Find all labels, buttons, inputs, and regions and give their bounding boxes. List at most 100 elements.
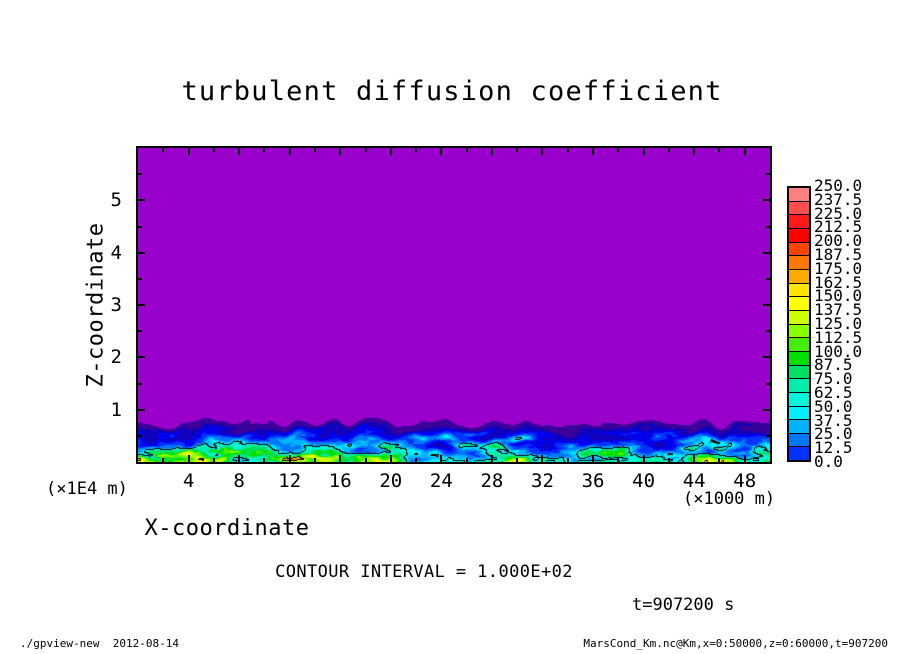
contour-field-canvas: [138, 148, 770, 462]
x-tick-2: [162, 458, 165, 462]
x-tick-38: [617, 458, 620, 462]
y-tick-label-4: 4: [110, 241, 122, 264]
colorbar-label-87.5: 87.5: [814, 355, 853, 375]
colorbar-label-125.0: 125.0: [814, 314, 863, 333]
colorbar-label-112.5: 112.5: [814, 327, 863, 347]
colorbar-label-50.0: 50.0: [814, 396, 853, 416]
y-tick-right-2: [763, 356, 770, 359]
x-tick-30: [516, 458, 519, 462]
x-tick-8: [238, 455, 241, 462]
x-tick-4: [187, 455, 190, 462]
y-axis-title: Z-coordinate: [83, 222, 109, 388]
y-tick-right-4: [763, 251, 770, 254]
y-tick-right-5.5: [766, 173, 770, 176]
x-tick-top-46: [718, 148, 721, 152]
x-tick-top-22: [415, 148, 418, 152]
y-tick-1.5: [138, 382, 142, 385]
x-tick-label-20: 20: [379, 470, 403, 492]
x-tick-top-2: [162, 148, 165, 152]
colorbar[interactable]: [787, 186, 811, 462]
colorbar-band-15: [789, 392, 809, 407]
colorbar-label-37.5: 37.5: [814, 410, 853, 430]
x-tick-top-14: [313, 148, 316, 152]
x-tick-top-24: [440, 148, 443, 155]
y-tick-0.5: [138, 434, 142, 437]
colorbar-band-0: [789, 188, 809, 202]
colorbar-band-14: [789, 379, 809, 393]
x-tick-24: [440, 455, 443, 462]
colorbar-band-10: [789, 324, 809, 339]
colorbar-label-212.5: 212.5: [814, 217, 863, 237]
x-tick-label-12: 12: [278, 470, 302, 492]
x-tick-18: [364, 458, 367, 462]
colorbar-label-12.5: 12.5: [814, 438, 853, 458]
colorbar-label-75.0: 75.0: [814, 369, 853, 389]
x-tick-top-18: [364, 148, 367, 152]
colorbar-tick-labels: 250.0 237.5 225.0 212.5 200.0 187.5 175.0 162.5…: [814, 178, 884, 470]
colorbar-band-11: [789, 338, 809, 352]
contour-interval-label: CONTOUR INTERVAL = 1.000E+02: [275, 562, 573, 582]
colorbar-band-12: [789, 351, 809, 366]
x-tick-top-48: [743, 148, 746, 155]
y-tick-right-0.5: [766, 434, 770, 437]
x-tick-top-44: [693, 148, 696, 155]
colorbar-label-162.5: 162.5: [814, 272, 863, 292]
x-tick-top-34: [566, 148, 569, 152]
x-tick-6: [212, 458, 215, 462]
x-tick-top-8: [238, 148, 241, 155]
x-tick-top-32: [541, 148, 544, 155]
x-tick-36: [592, 455, 595, 462]
colorbar-label-137.5: 137.5: [814, 300, 863, 320]
x-axis-unit-label: (×1000 m): [683, 489, 776, 509]
x-tick-top-28: [490, 148, 493, 155]
time-stamp-label: t=907200 s: [632, 595, 735, 615]
x-tick-26: [465, 458, 468, 462]
x-tick-label-16: 16: [328, 470, 352, 492]
x-tick-top-12: [288, 148, 291, 155]
colorbar-label-200.0: 200.0: [814, 231, 863, 251]
colorbar-band-3: [789, 228, 809, 243]
contour-plot-area[interactable]: [136, 146, 772, 464]
y-tick-right-1: [763, 408, 770, 411]
x-tick-label-24: 24: [429, 470, 453, 492]
colorbar-label-237.5: 237.5: [814, 189, 863, 209]
colorbar-label-25.0: 25.0: [814, 424, 853, 444]
colorbar-label-100.0: 100.0: [814, 341, 863, 361]
x-tick-28: [490, 455, 493, 462]
x-tick-22: [415, 458, 418, 462]
colorbar-band-2: [789, 215, 809, 229]
y-tick-2.5: [138, 330, 142, 333]
x-tick-48: [743, 455, 746, 462]
x-tick-label-8: 8: [233, 470, 245, 492]
x-tick-label-40: 40: [632, 470, 656, 492]
x-tick-top-26: [465, 148, 468, 152]
y-axis-unit-label: (×1E4 m): [46, 479, 128, 499]
x-tick-44: [693, 455, 696, 462]
y-tick-label-3: 3: [110, 294, 122, 316]
colorbar-label-225.0: 225.0: [814, 203, 863, 223]
x-tick-40: [642, 455, 645, 462]
colorbar-band-13: [789, 365, 809, 380]
colorbar-band-19: [789, 447, 809, 461]
x-tick-top-10: [263, 148, 266, 152]
y-tick-right-2.5: [766, 330, 770, 333]
colorbar-label-175.0: 175.0: [814, 258, 863, 278]
x-tick-label-44: 44: [682, 470, 706, 492]
colorbar-band-17: [789, 420, 809, 434]
y-tick-right-1.5: [766, 382, 770, 385]
y-tick-right-4.5: [766, 225, 770, 228]
colorbar-label-62.5: 62.5: [814, 383, 853, 402]
colorbar-label-150.0: 150.0: [814, 286, 863, 306]
x-tick-top-4: [187, 148, 190, 155]
page-title: turbulent diffusion coefficient: [181, 76, 723, 107]
colorbar-band-5: [789, 256, 809, 270]
x-tick-12: [288, 455, 291, 462]
colorbar-band-7: [789, 283, 809, 298]
y-tick-right-3: [763, 304, 770, 306]
y-tick-5.5: [138, 173, 142, 176]
colorbar-label-0.0: 0.0: [814, 452, 843, 471]
x-tick-label-4: 4: [182, 470, 195, 492]
y-tick-4.5: [138, 225, 142, 228]
x-tick-top-30: [516, 148, 519, 152]
y-tick-label-1: 1: [110, 398, 122, 421]
